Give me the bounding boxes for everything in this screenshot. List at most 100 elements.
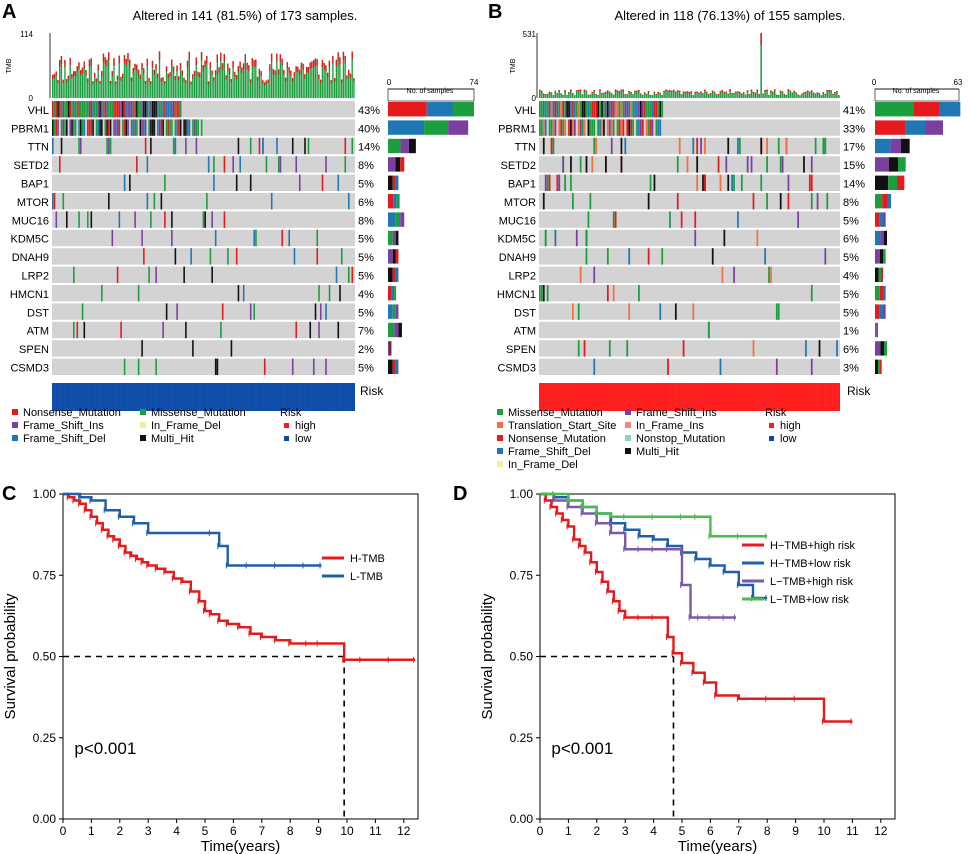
mutation-cell bbox=[85, 101, 87, 118]
gene-label: SETD2 bbox=[14, 160, 49, 172]
gene-percent: 8% bbox=[358, 215, 374, 227]
mutation-cell bbox=[71, 101, 73, 118]
sample-count-segment bbox=[875, 212, 880, 227]
tmb-bar bbox=[638, 89, 640, 98]
gene-row-background bbox=[52, 358, 355, 375]
tmb-bar bbox=[622, 89, 625, 98]
mutation-cell bbox=[570, 156, 572, 173]
mutation-cell bbox=[206, 193, 208, 210]
mutation-cell bbox=[127, 119, 129, 136]
gene-label: ATM bbox=[514, 326, 536, 338]
tmb-bar-segment bbox=[622, 89, 625, 91]
tmb-bar-segment bbox=[216, 54, 218, 63]
tmb-bar bbox=[232, 61, 234, 98]
tmb-bar-segment bbox=[554, 90, 557, 93]
sample-count-segment bbox=[883, 304, 886, 319]
mutation-cell bbox=[55, 119, 58, 136]
mutation-cell bbox=[542, 137, 545, 155]
tmb-bar bbox=[636, 90, 638, 98]
sample-count-segment bbox=[926, 120, 943, 135]
mutation-cell bbox=[106, 101, 108, 118]
tmb-bar-segment bbox=[585, 90, 588, 92]
tmb-bar bbox=[125, 58, 127, 98]
tmb-bar bbox=[616, 90, 619, 98]
mutation-cell bbox=[276, 137, 278, 155]
mutation-cell bbox=[347, 193, 350, 210]
mutation-cell bbox=[606, 248, 609, 265]
sample-count-segment bbox=[875, 267, 879, 282]
nsample-min-label: 0 bbox=[872, 78, 877, 87]
tmb-bar bbox=[760, 33, 762, 98]
tmb-bar-segment bbox=[262, 80, 264, 84]
mutation-cell bbox=[649, 174, 652, 191]
tmb-bar bbox=[297, 66, 299, 98]
tmb-bar bbox=[643, 92, 646, 98]
tmb-bar bbox=[214, 70, 217, 98]
mutation-cell bbox=[733, 266, 735, 283]
mutation-cell bbox=[102, 101, 105, 118]
tmb-bar bbox=[805, 91, 807, 98]
tmb-bar-segment bbox=[52, 74, 54, 80]
tmb-bar bbox=[667, 90, 669, 98]
legend-label: L−TMB+high risk bbox=[770, 576, 854, 588]
mutation-cell bbox=[144, 101, 147, 118]
tmb-bar bbox=[783, 94, 786, 98]
mutation-cell bbox=[316, 248, 319, 265]
mutation-cell bbox=[632, 101, 634, 118]
mutation-cell bbox=[777, 303, 780, 320]
tmb-bar bbox=[717, 94, 720, 98]
tmb-bar bbox=[828, 89, 830, 98]
mutation-cell bbox=[632, 119, 634, 136]
tmb-bar-segment bbox=[601, 93, 603, 95]
mutation-cell bbox=[134, 101, 136, 118]
tmb-axis-label: TMB bbox=[510, 58, 517, 73]
legend-risk-swatch bbox=[284, 436, 289, 441]
sample-count-segment bbox=[875, 286, 880, 301]
mutation-cell bbox=[539, 119, 541, 136]
tmb-bar-segment bbox=[94, 72, 96, 78]
gene-percent: 6% bbox=[843, 234, 859, 246]
mutation-cell bbox=[80, 137, 82, 155]
tmb-bar-segment bbox=[603, 92, 605, 94]
tmb-bar bbox=[220, 52, 222, 98]
tmb-bar-segment bbox=[725, 91, 727, 93]
mutation-cell bbox=[235, 174, 238, 191]
mutation-cell bbox=[616, 119, 619, 136]
gene-row-background bbox=[539, 174, 840, 191]
tmb-bar bbox=[158, 51, 161, 98]
gene-labels: VHL PBRM1 TTN SETD2 BAP1 MTOR MUC16 KDM5C DNAH9 L… bbox=[497, 105, 536, 375]
mutation-cell bbox=[785, 137, 788, 155]
tmb-bar bbox=[246, 62, 248, 98]
legend-risk-title: Risk bbox=[280, 407, 302, 419]
tmb-bar bbox=[99, 80, 101, 98]
tmb-bar bbox=[207, 81, 210, 98]
tmb-bar-segment bbox=[339, 57, 341, 65]
mutation-cell bbox=[73, 266, 75, 283]
tmb-bar-segment bbox=[146, 58, 148, 66]
mutation-cell bbox=[572, 101, 574, 118]
tmb-bar-segment bbox=[748, 94, 751, 95]
mutation-cell bbox=[122, 119, 124, 136]
tmb-bar-segment bbox=[342, 51, 345, 61]
tmb-bar bbox=[104, 57, 106, 98]
tmb-bar bbox=[686, 91, 689, 98]
mutation-cell bbox=[577, 303, 580, 320]
sample-count-segment bbox=[388, 157, 396, 172]
tmb-bar bbox=[816, 92, 819, 98]
y-tick-label: 0.50 bbox=[33, 650, 57, 664]
tmb-bar-segment bbox=[288, 67, 290, 73]
mutation-cell bbox=[83, 119, 86, 136]
mutation-cell bbox=[52, 119, 54, 136]
mutation-cell bbox=[185, 137, 187, 155]
x-tick-label: 2 bbox=[116, 824, 123, 838]
tmb-bar-segment bbox=[566, 95, 568, 96]
panel-c: C 0.000.250.500.751.000 1 2 3 4 5 6 7 8 9 10 11 12Ti… bbox=[2, 483, 419, 854]
tmb-bar bbox=[808, 91, 811, 98]
legend-label: Frame_Shift_Ins bbox=[636, 407, 717, 419]
mutation-cell bbox=[645, 101, 648, 118]
tmb-bar bbox=[834, 92, 836, 98]
tmb-bar bbox=[74, 71, 77, 98]
gene-row-background bbox=[52, 340, 355, 357]
gene-label: VHL bbox=[515, 105, 536, 117]
tmb-bar-segment bbox=[546, 93, 549, 95]
